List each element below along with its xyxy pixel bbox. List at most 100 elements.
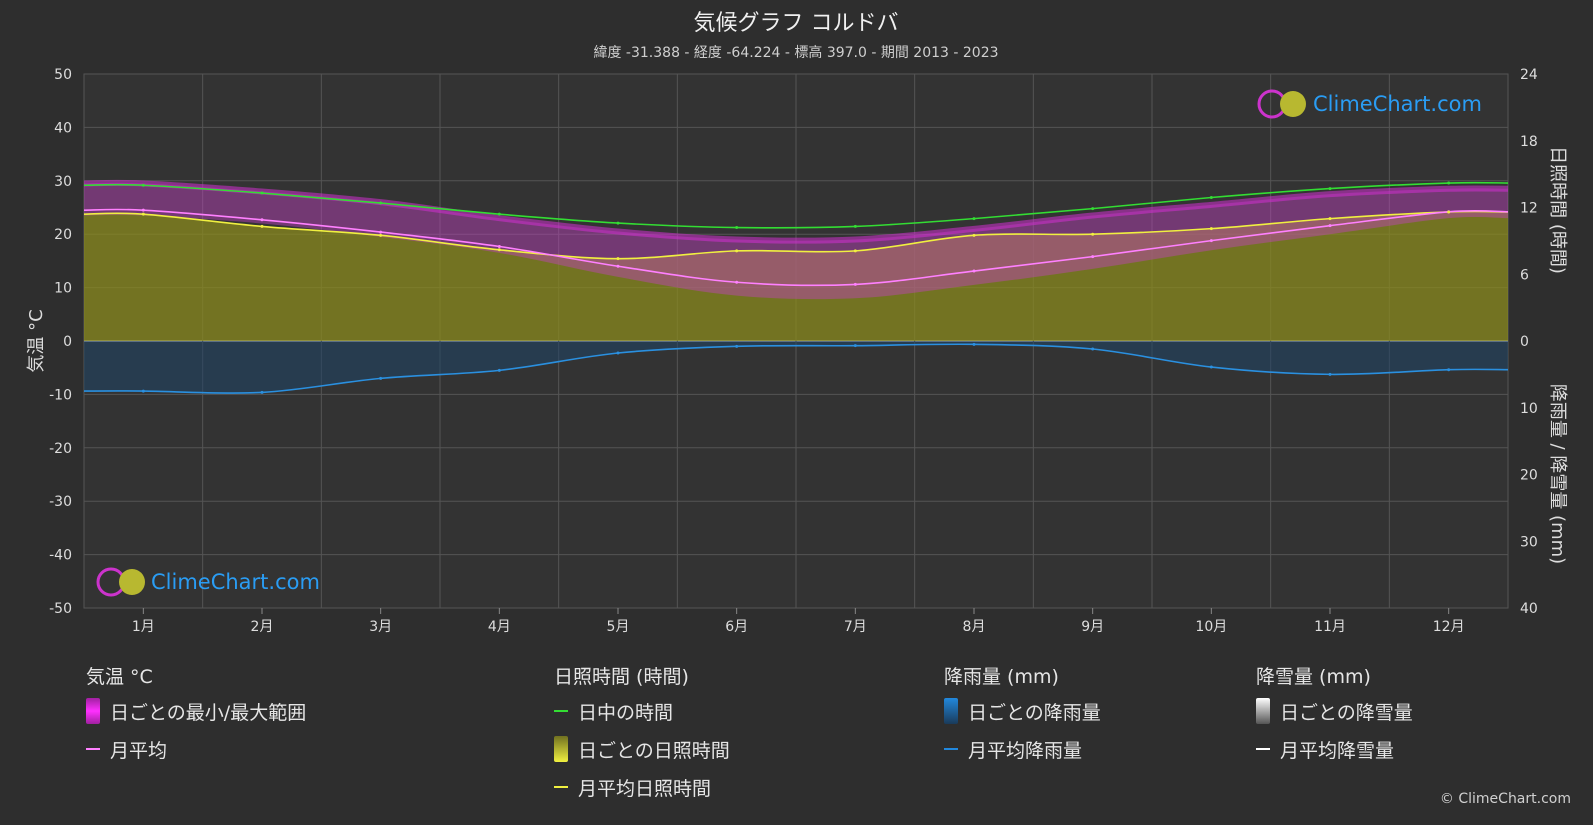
legend-temp-range-label: 日ごとの最小/最大範囲 [110, 701, 307, 724]
legend-daylight: 日中の時間 [554, 692, 730, 730]
y-left-label: 気温 °C [26, 309, 47, 372]
legend-temp-avg-label: 月平均 [110, 739, 168, 762]
temp-avg-swatch [86, 748, 100, 750]
y-right-bottom-label: 降雨量 / 降雪量 (mm) [1547, 384, 1568, 564]
x-tick-label: 11月 [1314, 619, 1346, 635]
legend-temp-range: 日ごとの最小/最大範囲 [86, 692, 306, 730]
x-tick-label: 9月 [1081, 619, 1104, 635]
legend-sunshine-daily: 日ごとの日照時間 [554, 730, 730, 768]
rain-avg-swatch [944, 748, 958, 750]
x-tick-label: 5月 [607, 619, 630, 635]
temp-avg-point [379, 230, 383, 234]
y-left-tick: 20 [54, 227, 72, 243]
y-left-tick: -20 [49, 441, 72, 457]
watermark-top: ClimeChart.com [1257, 89, 1482, 119]
y-right-top-tick: 6 [1520, 267, 1529, 283]
rain-avg-point [1447, 368, 1451, 372]
sunshine-avg-point [735, 249, 739, 253]
x-tick-label: 7月 [844, 619, 867, 635]
sunshine-avg-point [379, 233, 383, 237]
temp-avg-point [972, 269, 976, 273]
sunshine-avg-point [141, 212, 145, 216]
legend-snow-daily: 日ごとの降雪量 [1256, 692, 1413, 730]
daylight-point [1091, 207, 1095, 211]
rain-avg-point [260, 390, 264, 394]
y-left-tick: 10 [54, 281, 72, 297]
x-tick-label: 6月 [725, 619, 748, 635]
temp-avg-point [1328, 224, 1332, 228]
legend-daylight-label: 日中の時間 [578, 701, 674, 724]
x-tick-label: 4月 [488, 619, 511, 635]
sunshine-avg-point [853, 249, 857, 253]
temp-range-swatch [86, 698, 100, 724]
sunshine-swatch [554, 736, 568, 762]
watermark-bottom: ClimeChart.com [96, 567, 320, 597]
temp-avg-point [1209, 239, 1213, 243]
legend-snow: 降雪量 (mm) 日ごとの降雪量 月平均降雪量 [1256, 662, 1413, 768]
y-left-tick: 40 [54, 120, 72, 136]
y-left-tick: -50 [49, 601, 72, 617]
y-right-bottom-tick: 40 [1520, 601, 1538, 617]
sunshine-avg-point [1328, 217, 1332, 221]
temp-avg-point [260, 218, 264, 222]
snow-swatch [1256, 698, 1270, 724]
temp-max-edge [83, 179, 1509, 244]
y-right-top-tick: 0 [1520, 334, 1529, 350]
legend-rain-avg-label: 月平均降雨量 [968, 739, 1083, 762]
legend-sun-header: 日照時間 (時間) [554, 666, 689, 688]
y-right-top-tick: 18 [1520, 134, 1538, 150]
logo-sun-icon [119, 569, 145, 595]
rain-avg-point [972, 342, 976, 346]
sunshine-avg-point [972, 233, 976, 237]
watermark-top-text: ClimeChart.com [1313, 92, 1482, 116]
temperature-band [83, 179, 1509, 394]
rain-avg-line [83, 343, 1509, 394]
y-left-tick: 50 [54, 67, 72, 83]
legend-snow-avg-label: 月平均降雪量 [1280, 739, 1395, 762]
rain-avg-point [1328, 372, 1332, 376]
x-tick-label: 3月 [369, 619, 392, 635]
daylight-point [735, 226, 739, 230]
temp-avg-line [83, 208, 1509, 287]
rain-avg-point [141, 389, 145, 393]
daylight-point [1328, 187, 1332, 191]
climate-chart: 気候グラフ コルドバ 緯度 -31.388 - 経度 -64.224 - 標高 … [26, 11, 1568, 635]
snow-avg-swatch [1256, 748, 1270, 750]
y-left-tick: -30 [49, 494, 72, 510]
y-left-tick: 0 [63, 334, 72, 350]
y-right-top-tick: 12 [1520, 201, 1538, 217]
series-lines [83, 181, 1509, 394]
daylight-point [379, 201, 383, 205]
temp-avg-point [497, 244, 501, 248]
legend-snow-daily-label: 日ごとの降雪量 [1280, 701, 1413, 724]
legend-snow-header: 降雪量 (mm) [1256, 666, 1371, 688]
daylight-point [1447, 181, 1451, 185]
x-tick-label: 2月 [251, 619, 274, 635]
legend-sunshine-avg-label: 月平均日照時間 [578, 777, 712, 800]
rain-swatch [944, 698, 958, 724]
legend-rain-daily-label: 日ごとの降雨量 [968, 701, 1101, 724]
x-tick-label: 12月 [1433, 619, 1465, 635]
legend-sunshine-avg: 月平均日照時間 [554, 768, 730, 806]
legend-temp-header: 気温 °C [86, 666, 153, 688]
sunshine-avg-point [260, 224, 264, 228]
daylight-point [260, 191, 264, 195]
rain-avg-point [1091, 347, 1095, 351]
daylight-point [972, 217, 976, 221]
legend-temp: 気温 °C 日ごとの最小/最大範囲 月平均 [86, 662, 306, 768]
daylight-point [1209, 195, 1213, 199]
x-tick-label: 1月 [132, 619, 155, 635]
sunshine-avg-point [1091, 232, 1095, 236]
legend-sun: 日照時間 (時間) 日中の時間 日ごとの日照時間 月平均日照時間 [554, 662, 730, 806]
sunshine-avg-point [1447, 210, 1451, 214]
daylight-point [853, 224, 857, 228]
legend-sunshine-daily-label: 日ごとの日照時間 [578, 739, 730, 762]
sunshine-avg-point [616, 257, 620, 261]
temp-avg-point [616, 264, 620, 268]
legend-rain-header: 降雨量 (mm) [944, 666, 1059, 688]
rain-avg-point [735, 344, 739, 348]
chart-title: 気候グラフ コルドバ [694, 11, 899, 36]
temp-avg-point [141, 208, 145, 212]
watermark-bottom-text: ClimeChart.com [151, 570, 320, 594]
y-left-tick: 30 [54, 174, 72, 190]
